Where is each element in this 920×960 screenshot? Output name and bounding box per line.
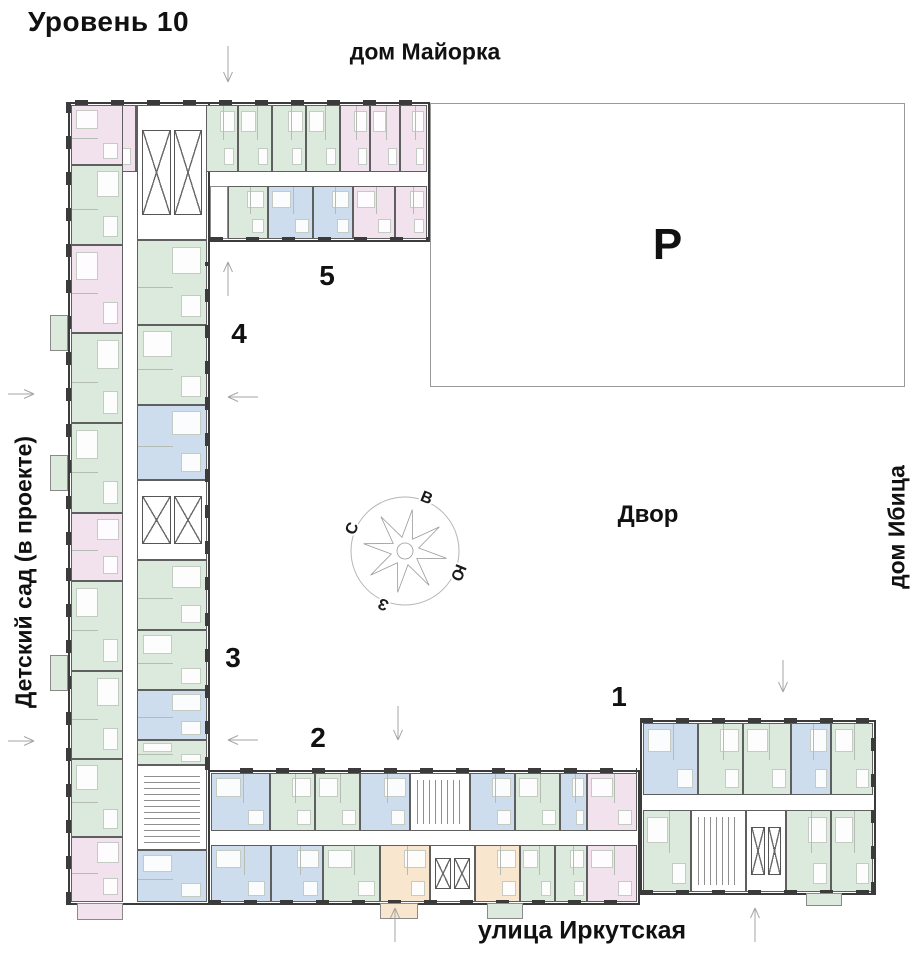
apartment-unit [587, 773, 637, 831]
apartment-unit [137, 850, 207, 902]
apartment-unit [831, 810, 873, 892]
apartment-unit [238, 105, 272, 172]
wall-ticks [640, 890, 876, 895]
apartment-unit [786, 810, 831, 892]
apartment-unit [71, 105, 123, 165]
label-dom-ibiza: дом Ибица [883, 465, 910, 589]
apartment-unit [360, 773, 410, 831]
apartment-unit [643, 723, 698, 795]
elevator-core [430, 845, 475, 902]
lobby-area [210, 186, 228, 239]
apartment-unit [137, 240, 207, 325]
apartment-unit [71, 671, 123, 759]
label-kindergarten: Детский сад (в проекте) [10, 435, 37, 709]
balcony [77, 903, 123, 920]
apartment-unit [315, 773, 360, 831]
balcony [380, 903, 418, 919]
section-number-5: 5 [319, 260, 335, 291]
apartment-unit [380, 845, 430, 902]
apartment-unit [515, 773, 560, 831]
apartment-unit [228, 186, 268, 239]
apartment-unit [306, 105, 340, 172]
apartment-unit [71, 165, 123, 245]
wall-ticks [210, 237, 430, 242]
parking-label: Р [652, 220, 683, 269]
apartment-unit [643, 810, 691, 892]
apartment-unit [270, 773, 315, 831]
apartment-unit [137, 690, 207, 740]
apartment-unit [71, 581, 123, 671]
apartment-unit [211, 845, 271, 902]
apartment-unit [560, 773, 587, 831]
elevator-core [137, 480, 207, 560]
apartment-unit [555, 845, 587, 902]
apartment-unit [137, 740, 207, 765]
apartment-unit [475, 845, 520, 902]
apartment-unit [323, 845, 380, 902]
parking-area: Р [430, 103, 905, 387]
section-number-2: 2 [310, 722, 326, 753]
elevator-core [137, 105, 207, 240]
wall-ticks [640, 718, 876, 723]
apartment-unit [587, 845, 637, 902]
apartment-unit [313, 186, 353, 239]
wall-ticks [66, 102, 71, 905]
wall-ticks [75, 100, 430, 105]
stair-core [410, 773, 470, 831]
apartment-unit [272, 105, 306, 172]
label-courtyard: Двор [617, 501, 679, 528]
apartment-unit [743, 723, 791, 795]
apartment-unit [400, 105, 427, 172]
balcony [50, 315, 68, 351]
balcony [487, 903, 523, 919]
wall-ticks [871, 720, 876, 895]
apartment-unit [71, 513, 123, 581]
apartment-unit [137, 405, 207, 480]
apartment-unit [137, 560, 207, 630]
wall-ticks [240, 768, 637, 773]
apartment-unit [791, 723, 831, 795]
stair-core [137, 765, 207, 850]
apartment-unit [137, 630, 207, 690]
apartment-unit [71, 245, 123, 333]
apartment-unit [271, 845, 323, 902]
apartment-unit [340, 105, 370, 172]
apartment-unit [71, 423, 123, 513]
elevator-core [746, 810, 786, 892]
apartment-unit [204, 105, 238, 172]
section-number-4: 4 [231, 318, 247, 349]
stair-core [691, 810, 746, 892]
page-title: Уровень 10 [28, 6, 190, 37]
apartment-unit [698, 723, 743, 795]
apartment-unit [370, 105, 400, 172]
section-number-3: 3 [225, 642, 241, 673]
apartment-unit [470, 773, 515, 831]
apartment-unit [71, 333, 123, 423]
apartment-unit [395, 186, 427, 239]
apartment-unit [268, 186, 313, 239]
apartment-unit [353, 186, 395, 239]
wall-ticks [205, 262, 210, 770]
apartment-unit [211, 773, 270, 831]
section-number-1: 1 [611, 681, 627, 712]
balcony [806, 893, 842, 906]
label-dom-mayorka: дом Майорка [349, 38, 501, 65]
apartment-unit [71, 837, 123, 902]
apartment-unit [831, 723, 873, 795]
label-street: улица Иркутская [477, 916, 687, 945]
apartment-unit [71, 759, 123, 837]
balcony [50, 455, 68, 491]
apartment-unit [520, 845, 555, 902]
wall-ticks [208, 900, 640, 905]
balcony [50, 655, 68, 691]
apartment-unit [137, 325, 207, 405]
